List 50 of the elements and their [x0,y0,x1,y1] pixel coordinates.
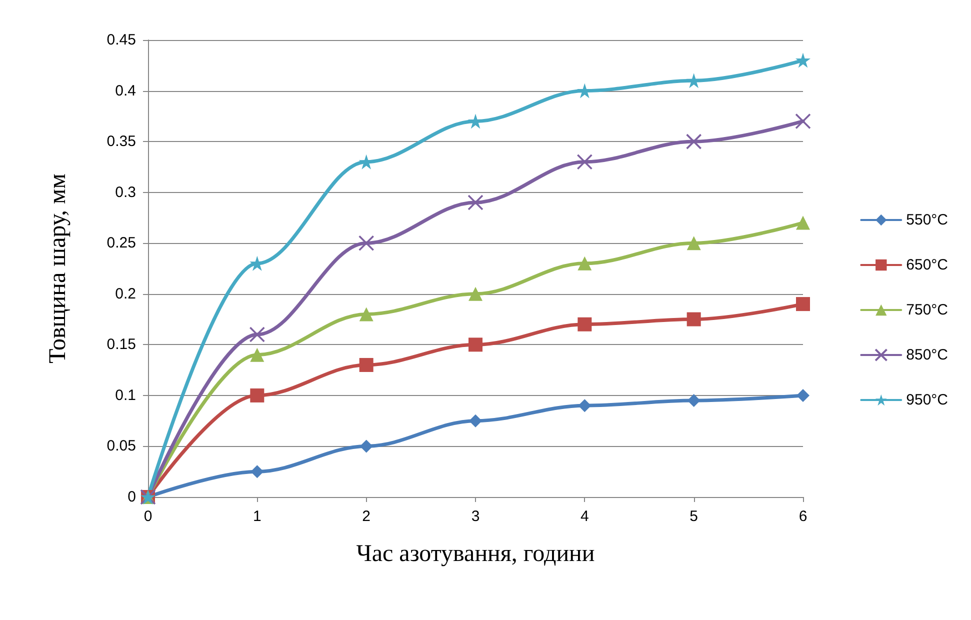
point [687,394,700,408]
x-tick-label: 3 [471,508,480,525]
y-tick-label: 0.3 [115,184,136,201]
point [249,326,266,342]
point [468,286,482,301]
y-tick-label: 0.25 [106,234,136,252]
point [686,236,701,250]
point [686,312,701,326]
point [796,297,810,312]
point [358,235,374,252]
point [250,388,264,402]
x-tick-label: 0 [144,508,152,525]
legend-label: 750°C [906,302,948,318]
point [796,388,810,402]
legend-label: 650°C [906,256,948,274]
y-tick-label: 0 [128,488,136,506]
point [469,414,482,428]
y-tick-label: 0.45 [106,32,136,48]
point [796,216,810,230]
x-tick-label: 5 [690,508,698,525]
point [359,307,374,322]
point [250,348,264,362]
point [359,358,374,372]
point [468,194,484,210]
point [578,256,592,270]
y-tick-label: 0.15 [106,336,136,354]
x-tick-label: 2 [362,508,371,525]
x-tick-label: 6 [798,508,808,525]
x-tick-label: 4 [580,508,589,525]
y-axis-title: Товщина шару, мм [45,174,71,364]
point [576,154,593,170]
y-tick-label: 0.35 [106,133,136,150]
point [578,317,592,332]
x-tick-label: 1 [252,508,262,525]
y-tick-label: 0.05 [106,438,136,455]
point [360,440,373,453]
point [578,399,592,412]
point [796,52,810,68]
point [468,338,482,352]
legend-label: 850°C [906,346,948,364]
y-tick-label: 0.1 [115,386,136,404]
y-tick-label: 0.4 [115,82,136,100]
legend-label: 550°C [906,212,948,228]
point [250,465,264,478]
legend-label: 950°C [906,392,948,408]
y-tick-label: 0.2 [115,285,136,302]
point [795,113,811,130]
point [686,73,702,88]
point [686,134,702,150]
x-axis-title: Час азотування, години [356,541,595,567]
